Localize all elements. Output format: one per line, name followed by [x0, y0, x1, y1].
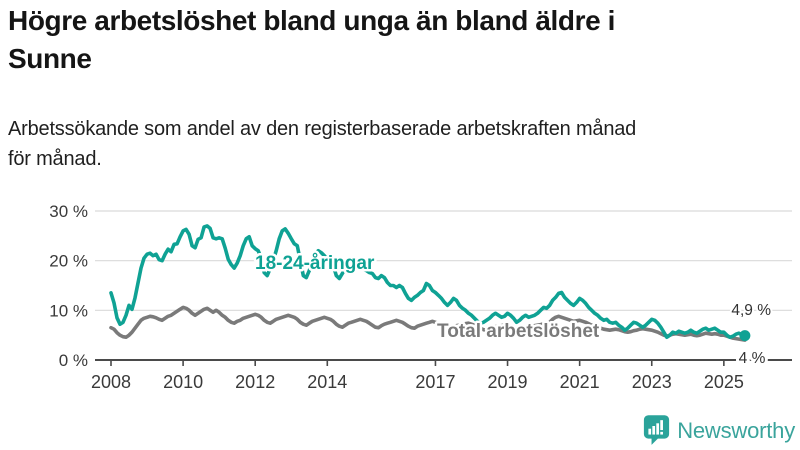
logo-bar-2 [652, 426, 656, 435]
y-axis-label: 20 % [49, 252, 88, 271]
x-axis-label: 2019 [488, 372, 528, 392]
x-axis-label: 2014 [307, 372, 347, 392]
newsworthy-wordmark: Newsworthy [677, 417, 795, 443]
subtitle-line-1: Arbetssökande som andel av den registerb… [8, 118, 637, 140]
y-axis-label: 10 % [49, 301, 88, 320]
series-line-youth [109, 224, 747, 340]
y-axis-label: 30 % [49, 202, 88, 221]
title-line-1: Högre arbetslöshet bland unga än bland ä… [8, 5, 616, 36]
series-label-youth: 18-24-åringar [255, 253, 375, 274]
x-axis-label: 2008 [91, 372, 131, 392]
subtitle-line-2: för månad. [8, 148, 102, 170]
series-line-total [109, 305, 747, 342]
y-axis-label: 0 % [59, 351, 88, 370]
x-axis-label: 2023 [632, 372, 672, 392]
x-axis-label: 2012 [235, 372, 275, 392]
x-axis-label: 2017 [415, 372, 455, 392]
logo-exclamation-bar [660, 420, 664, 431]
x-axis-label: 2021 [560, 372, 600, 392]
series-label-total: Total arbetslöshet [437, 321, 600, 342]
end-value-label-youth: 4,9 % [731, 302, 771, 319]
newsworthy-logo: Newsworthy [643, 414, 795, 447]
chart-subtitle: Arbetssökande som andel av den registerb… [8, 114, 778, 174]
title-line-2: Sunne [8, 43, 92, 74]
logo-bar-3 [656, 423, 660, 435]
logo-exclamation-dot [660, 431, 664, 435]
page-title: Högre arbetslöshet bland unga än bland ä… [8, 2, 753, 78]
end-value-label-total: 4 % [739, 350, 766, 367]
x-axis-label: 2010 [163, 372, 203, 392]
x-axis-label: 2025 [704, 372, 744, 392]
newsworthy-icon [644, 415, 670, 445]
logo-bar-1 [648, 428, 652, 435]
series-end-dot-youth [739, 330, 751, 342]
